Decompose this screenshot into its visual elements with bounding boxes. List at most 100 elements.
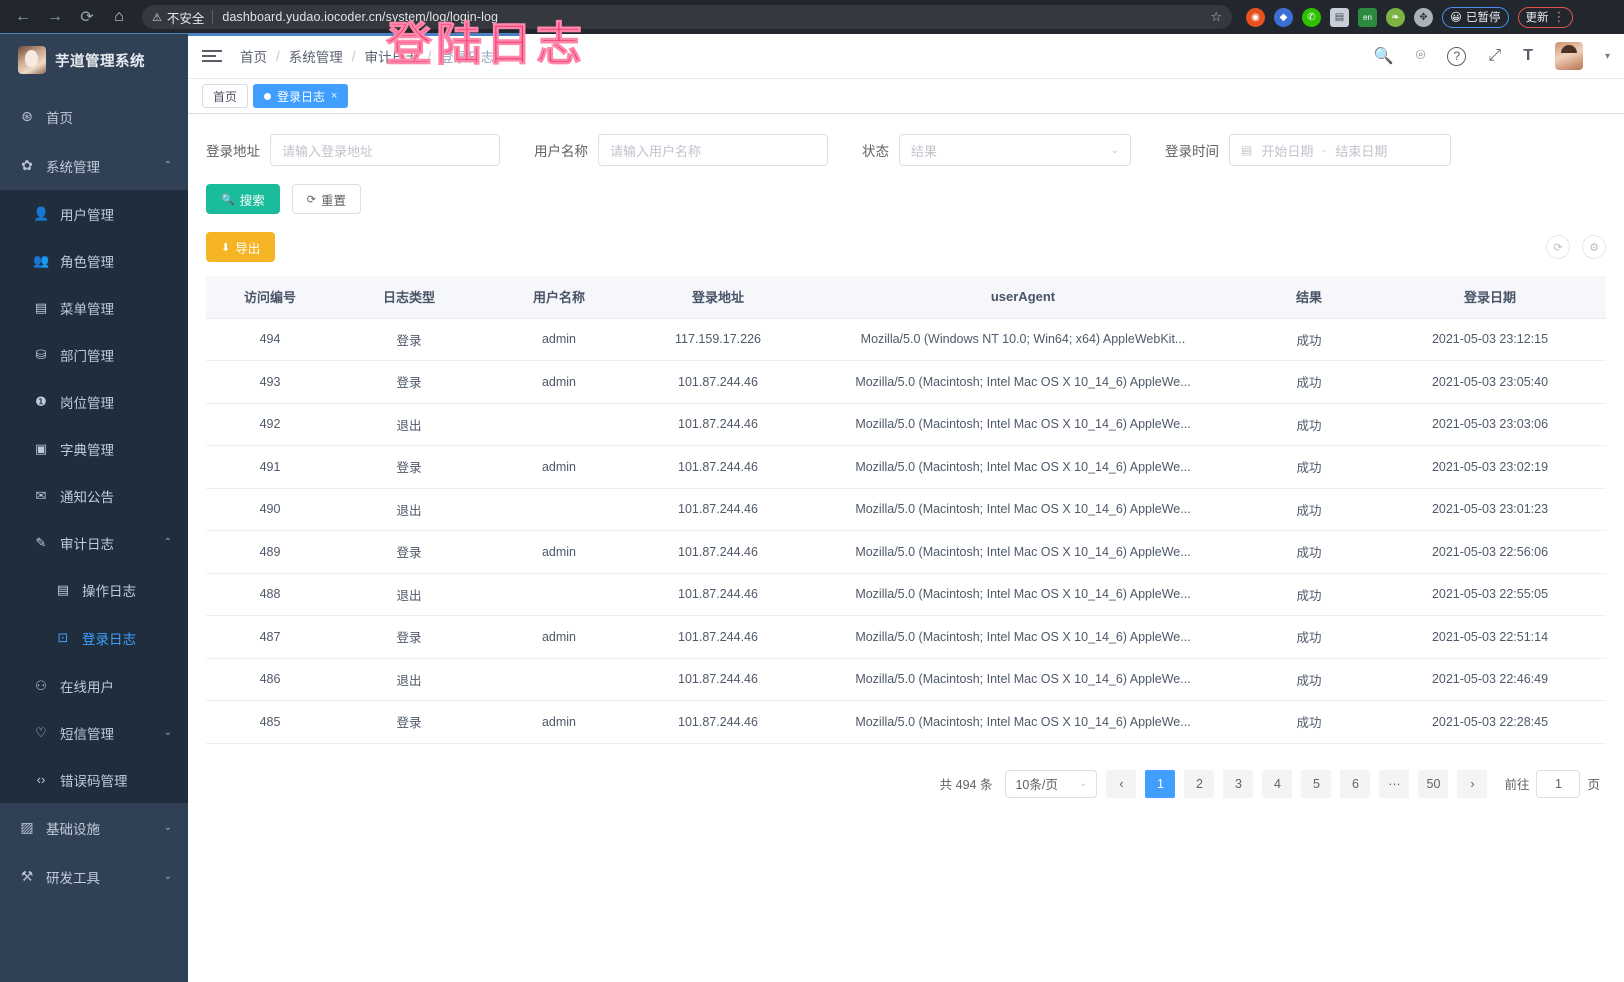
breadcrumb-item-audit-log[interactable]: 审计日志: [364, 50, 419, 65]
jump-prefix-label: 前往: [1504, 778, 1530, 792]
tab-login-log[interactable]: 登录日志 ×: [253, 84, 349, 108]
export-button[interactable]: ⬇ 导出: [206, 232, 276, 262]
sidebar-item-post-manage[interactable]: ❶ 岗位管理: [0, 378, 188, 425]
sidebar-toggle-icon[interactable]: [202, 50, 222, 62]
paused-badge[interactable]: 😀 已暂停: [1442, 6, 1509, 28]
pagination-page-4[interactable]: 4: [1262, 769, 1293, 798]
search-icon[interactable]: 🔍: [1373, 48, 1394, 65]
table-row[interactable]: 488 退出 101.87.244.46 Mozilla/5.0 (Macintosh…: [206, 573, 1606, 616]
pagination-total: 共 494 条: [939, 778, 993, 792]
sidebar-item-notice-manage[interactable]: ✉ 通知公告: [0, 472, 188, 519]
reset-button[interactable]: ⟳ 重置: [291, 184, 361, 214]
reload-icon[interactable]: ⟳: [80, 9, 94, 26]
login-address-input[interactable]: 请输入登录地址: [270, 134, 500, 166]
table-row[interactable]: 493 登录 admin 101.87.244.46 Mozilla/5.0 (Maci…: [206, 360, 1606, 404]
font-size-icon[interactable]: T: [1523, 47, 1533, 64]
table-row[interactable]: 492 退出 101.87.244.46 Mozilla/5.0 (Macintosh…: [206, 403, 1606, 446]
pagination-page-6[interactable]: 6: [1340, 769, 1371, 798]
breadcrumb-item-system[interactable]: 系统管理: [288, 50, 343, 65]
filter-status: 状态 结果 ⌄: [862, 134, 1131, 166]
sidebar-item-home[interactable]: ⊛ 首页: [0, 92, 188, 141]
cell-date: 2021-05-03 23:02:19: [1374, 445, 1606, 489]
table-row[interactable]: 491 登录 admin 101.87.244.46 Mozilla/5.0 (Maci…: [206, 445, 1606, 489]
cell-result: 成功: [1244, 403, 1374, 446]
page-size-select[interactable]: 10条/页 ⌄: [1005, 769, 1098, 798]
pagination-page-3[interactable]: 3: [1223, 769, 1254, 798]
sidebar-item-dev-tools[interactable]: ⚒ 研发工具 ⌄: [0, 852, 188, 901]
breadcrumb-item-home[interactable]: 首页: [240, 50, 267, 65]
sidebar-item-user-manage[interactable]: 👤 用户管理: [0, 190, 188, 237]
table-row[interactable]: 490 退出 101.87.244.46 Mozilla/5.0 (Macintosh…: [206, 488, 1606, 531]
table-row[interactable]: 494 登录 admin 117.159.17.226 Mozilla/5.0 (Win…: [206, 318, 1606, 361]
update-badge[interactable]: 更新 ⋮: [1517, 6, 1573, 28]
sidebar-item-operation-log[interactable]: ▤ 操作日志: [0, 566, 188, 614]
table-row[interactable]: 486 退出 101.87.244.46 Mozilla/5.0 (Macintosh…: [206, 658, 1606, 701]
sidebar-item-dept-manage[interactable]: ⛁ 部门管理: [0, 331, 188, 378]
address-bar[interactable]: ⚠ 不安全 dashboard.yudao.iocoder.cn/system/…: [142, 5, 1232, 29]
avatar[interactable]: [1554, 42, 1583, 70]
table-row[interactable]: 487 登录 admin 101.87.244.46 Mozilla/5.0 (Maci…: [206, 615, 1606, 659]
translate-extension-icon[interactable]: en: [1358, 7, 1377, 27]
user-name-input[interactable]: 请输入用户名称: [598, 134, 828, 166]
github-icon[interactable]: ⌾: [1415, 47, 1426, 64]
pagination-page-5[interactable]: 5: [1301, 769, 1332, 798]
table-row[interactable]: 489 登录 admin 101.87.244.46 Mozilla/5.0 (Maci…: [206, 530, 1606, 574]
browser-menu-icon[interactable]: ⋮: [1552, 9, 1566, 24]
col-header-date: 登录日期: [1374, 276, 1606, 319]
cell-id: 490: [206, 488, 334, 531]
cell-useragent: Mozilla/5.0 (Macintosh; Intel Mac OS X 1…: [802, 445, 1244, 489]
sidebar-item-dict-manage[interactable]: ▣ 字典管理: [0, 425, 188, 472]
sidebar-item-infrastructure[interactable]: ▨ 基础设施 ⌄: [0, 803, 188, 852]
refresh-icon[interactable]: ⟳: [1546, 235, 1570, 259]
megaphone-icon: ✉: [35, 487, 47, 503]
sidebar-brand[interactable]: 芋道管理系统: [0, 34, 188, 86]
diamond-extension-icon[interactable]: ◆: [1274, 7, 1293, 27]
chevron-down-icon[interactable]: ▾: [1604, 50, 1610, 62]
cell-user: [484, 488, 634, 531]
sidebar-item-audit-log[interactable]: ✎ 审计日志 ⌃: [0, 519, 188, 566]
status-select[interactable]: 结果 ⌄: [899, 134, 1131, 166]
sidebar-item-online-user[interactable]: ⚇ 在线用户: [0, 662, 188, 709]
brand-title: 芋道管理系统: [55, 53, 145, 70]
pagination-prev[interactable]: ‹: [1106, 769, 1137, 798]
tab-home[interactable]: 首页: [202, 84, 249, 108]
sidebar-item-role-manage[interactable]: 👥 角色管理: [0, 237, 188, 284]
leaf-extension-icon[interactable]: ❧: [1386, 7, 1405, 27]
cell-type: 登录: [334, 530, 484, 574]
puzzle-extension-icon[interactable]: ✥: [1414, 7, 1433, 27]
cell-useragent: Mozilla/5.0 (Macintosh; Intel Mac OS X 1…: [802, 360, 1244, 404]
pagination-next[interactable]: ›: [1457, 769, 1488, 798]
sidebar-item-label: 用户管理: [60, 207, 114, 223]
end-date-input[interactable]: 结束日期: [1335, 143, 1388, 159]
pagination-page-2[interactable]: 2: [1184, 769, 1215, 798]
pagination-page-1[interactable]: 1: [1145, 769, 1176, 798]
help-icon[interactable]: ?: [1447, 46, 1467, 66]
home-icon[interactable]: ⌂: [114, 8, 124, 25]
sidebar-item-sms-manage[interactable]: ♡ 短信管理 ⌄: [0, 709, 188, 756]
close-icon[interactable]: ×: [331, 90, 338, 102]
sidebar-item-login-log[interactable]: ⊡ 登录日志: [0, 614, 188, 662]
ublock-origin-extension-icon[interactable]: ◉: [1246, 7, 1265, 27]
breadcrumb-item-current: 登录日志: [440, 50, 495, 65]
pagination-ellipsis[interactable]: ···: [1379, 769, 1410, 798]
book-icon: ▣: [34, 440, 48, 456]
cell-id: 488: [206, 573, 334, 616]
fullscreen-icon[interactable]: ⤢: [1488, 47, 1502, 64]
pagination-page-50[interactable]: 50: [1418, 769, 1449, 798]
column-settings-icon[interactable]: ⚙: [1582, 235, 1606, 259]
clipboard-extension-icon[interactable]: ▤: [1330, 7, 1349, 27]
login-time-daterange[interactable]: ▤ 开始日期 - 结束日期: [1229, 134, 1451, 166]
bookmark-star-icon[interactable]: ☆: [1210, 9, 1222, 24]
wechat-extension-icon[interactable]: ✆: [1302, 7, 1321, 27]
sidebar-item-system[interactable]: ✿ 系统管理 ⌃: [0, 141, 188, 190]
sidebar-item-error-code-manage[interactable]: ‹› 错误码管理: [0, 756, 188, 803]
login-icon: ⊡: [57, 630, 69, 645]
cell-date: 2021-05-03 22:55:05: [1374, 573, 1606, 616]
jump-page-input[interactable]: 1: [1536, 769, 1581, 798]
forward-icon[interactable]: →: [47, 8, 63, 25]
sidebar-item-menu-manage[interactable]: ▤ 菜单管理: [0, 284, 188, 331]
start-date-input[interactable]: 开始日期: [1261, 143, 1314, 159]
search-button[interactable]: 🔍 搜索: [206, 184, 280, 214]
table-row[interactable]: 485 登录 admin 101.87.244.46 Mozilla/5.0 (Maci…: [206, 700, 1606, 744]
back-icon[interactable]: ←: [15, 8, 31, 25]
